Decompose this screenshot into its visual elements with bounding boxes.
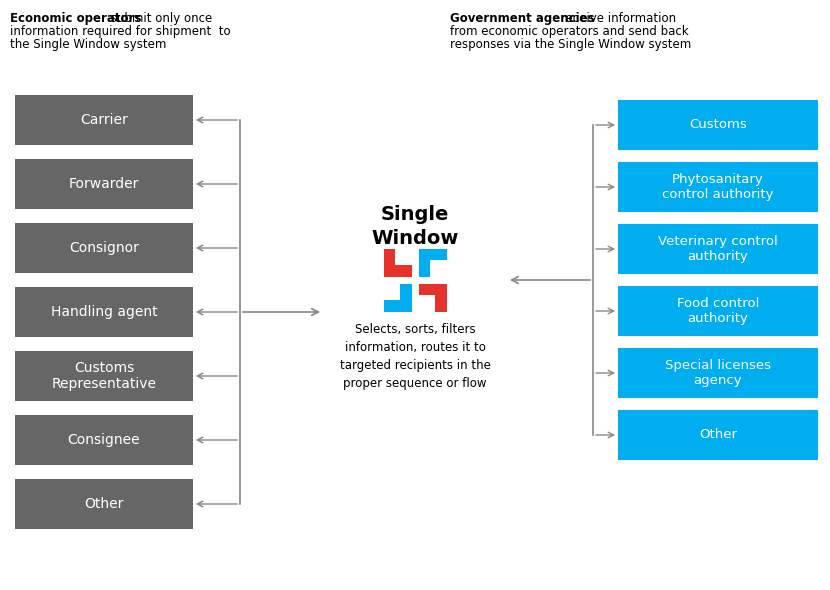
Text: information required for shipment  to: information required for shipment to — [10, 25, 231, 38]
Text: Economic operators: Economic operators — [10, 12, 141, 25]
Text: Single
Window: Single Window — [371, 205, 459, 248]
Text: Special licenses
agency: Special licenses agency — [665, 359, 771, 387]
Text: Consignee: Consignee — [68, 433, 140, 447]
FancyBboxPatch shape — [618, 100, 818, 150]
Polygon shape — [383, 284, 412, 312]
FancyBboxPatch shape — [15, 287, 193, 337]
FancyBboxPatch shape — [15, 223, 193, 273]
FancyBboxPatch shape — [618, 286, 818, 336]
FancyBboxPatch shape — [15, 415, 193, 465]
Text: Selects, sorts, filters
information, routes it to
targeted recipients in the
pro: Selects, sorts, filters information, rou… — [339, 323, 491, 391]
Text: Carrier: Carrier — [81, 113, 128, 127]
Polygon shape — [418, 248, 447, 277]
Text: Other: Other — [699, 428, 737, 441]
FancyBboxPatch shape — [618, 162, 818, 212]
Text: Government agencies: Government agencies — [450, 12, 594, 25]
Text: Consignor: Consignor — [69, 241, 139, 255]
FancyBboxPatch shape — [618, 348, 818, 398]
Polygon shape — [383, 248, 412, 277]
Text: Other: Other — [85, 497, 124, 511]
FancyBboxPatch shape — [15, 479, 193, 529]
Polygon shape — [418, 284, 447, 312]
Text: receive information: receive information — [557, 12, 676, 25]
Text: Phytosanitary
control authority: Phytosanitary control authority — [662, 173, 774, 201]
Text: Forwarder: Forwarder — [69, 177, 139, 191]
Text: the Single Window system: the Single Window system — [10, 38, 166, 51]
Text: Handling agent: Handling agent — [51, 305, 158, 319]
FancyBboxPatch shape — [15, 95, 193, 145]
Text: submit only once: submit only once — [107, 12, 212, 25]
Text: from economic operators and send back: from economic operators and send back — [450, 25, 689, 38]
FancyBboxPatch shape — [618, 224, 818, 274]
FancyBboxPatch shape — [15, 351, 193, 401]
Text: Food control
authority: Food control authority — [676, 297, 759, 325]
FancyBboxPatch shape — [618, 410, 818, 460]
Text: Veterinary control
authority: Veterinary control authority — [658, 235, 778, 263]
Text: Customs
Representative: Customs Representative — [51, 361, 157, 391]
Text: responses via the Single Window system: responses via the Single Window system — [450, 38, 691, 51]
Text: Customs: Customs — [689, 119, 747, 132]
FancyBboxPatch shape — [15, 159, 193, 209]
